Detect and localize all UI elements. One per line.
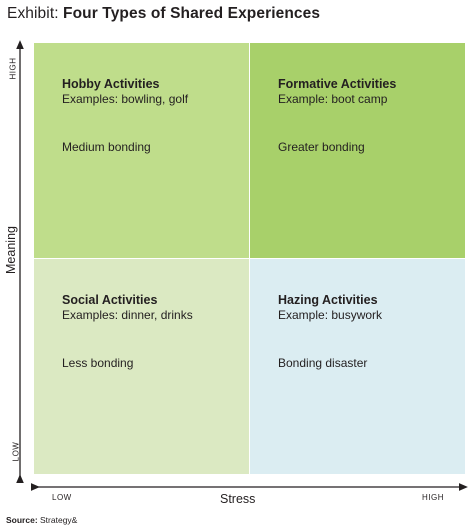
quadrant-bonding: Medium bonding	[62, 140, 151, 154]
y-axis-high-tick: HIGH	[8, 57, 18, 80]
quadrant-bonding: Less bonding	[62, 356, 134, 370]
y-axis-low-tick: LOW	[11, 441, 21, 462]
x-axis-label: Stress	[220, 492, 256, 506]
quadrant-social: Social Activities Examples: dinner, drin…	[34, 259, 249, 474]
quadrant-title: Social Activities	[62, 293, 158, 307]
exhibit-title-prefix: Exhibit:	[7, 5, 64, 22]
x-axis-high-tick: HIGH	[422, 493, 444, 502]
source-text: Strategy&	[37, 515, 78, 525]
y-axis-label: Meaning	[3, 226, 18, 274]
quadrant-bonding: Greater bonding	[278, 140, 365, 154]
source-prefix: Source:	[6, 515, 38, 525]
quadrant-grid: Hobby Activities Examples: bowling, golf…	[34, 43, 465, 474]
quadrant-example: Examples: dinner, drinks	[62, 308, 193, 322]
quadrant-bonding: Bonding disaster	[278, 356, 368, 370]
quadrant-example: Example: busywork	[278, 308, 383, 322]
x-axis-low-tick: LOW	[52, 493, 72, 502]
quadrant-title: Formative Activities	[278, 77, 397, 91]
quadrant-title: Hobby Activities	[62, 77, 160, 91]
exhibit-title-main: Four Types of Shared Experiences	[63, 5, 321, 22]
quadrant-hobby: Hobby Activities Examples: bowling, golf…	[34, 43, 249, 258]
quadrant-formative: Formative Activities Example: boot camp …	[250, 43, 465, 258]
quadrant-example: Example: boot camp	[278, 92, 388, 106]
exhibit-title: Exhibit: Four Types of Shared Experience…	[7, 5, 320, 23]
quadrant-title: Hazing Activities	[278, 293, 378, 307]
quadrant-hazing: Hazing Activities Example: busywork Bond…	[250, 259, 465, 474]
quadrant-example: Examples: bowling, golf	[62, 92, 189, 106]
source-note: Source: Strategy&	[6, 515, 77, 525]
